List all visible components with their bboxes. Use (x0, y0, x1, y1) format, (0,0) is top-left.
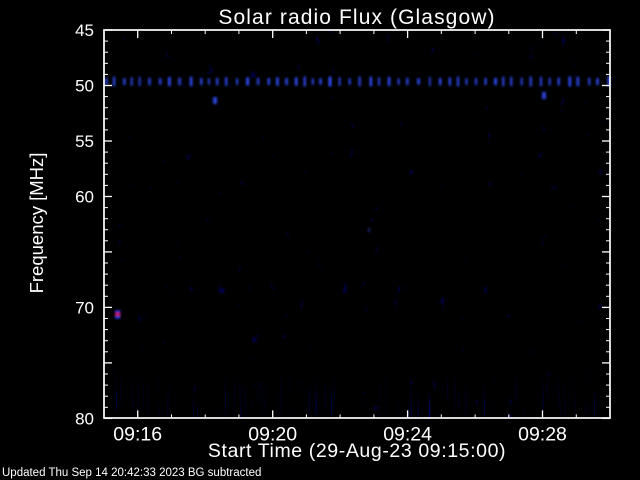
svg-text:Frequency [MHz]: Frequency [MHz] (26, 153, 47, 294)
svg-text:09:28: 09:28 (518, 423, 567, 445)
svg-text:55: 55 (75, 132, 94, 151)
svg-text:Updated Thu Sep 14 20:42:33 20: Updated Thu Sep 14 20:42:33 2023 BG subt… (2, 467, 261, 479)
svg-text:60: 60 (75, 188, 94, 207)
svg-text:Solar radio Flux (Glasgow): Solar radio Flux (Glasgow) (218, 6, 495, 29)
svg-text:45: 45 (75, 21, 94, 40)
svg-text:80: 80 (75, 409, 94, 428)
svg-text:Start Time (29-Aug-23 09:15:00: Start Time (29-Aug-23 09:15:00) (208, 440, 506, 462)
svg-text:50: 50 (75, 77, 94, 96)
svg-text:70: 70 (75, 298, 94, 317)
svg-text:09:16: 09:16 (113, 423, 162, 445)
